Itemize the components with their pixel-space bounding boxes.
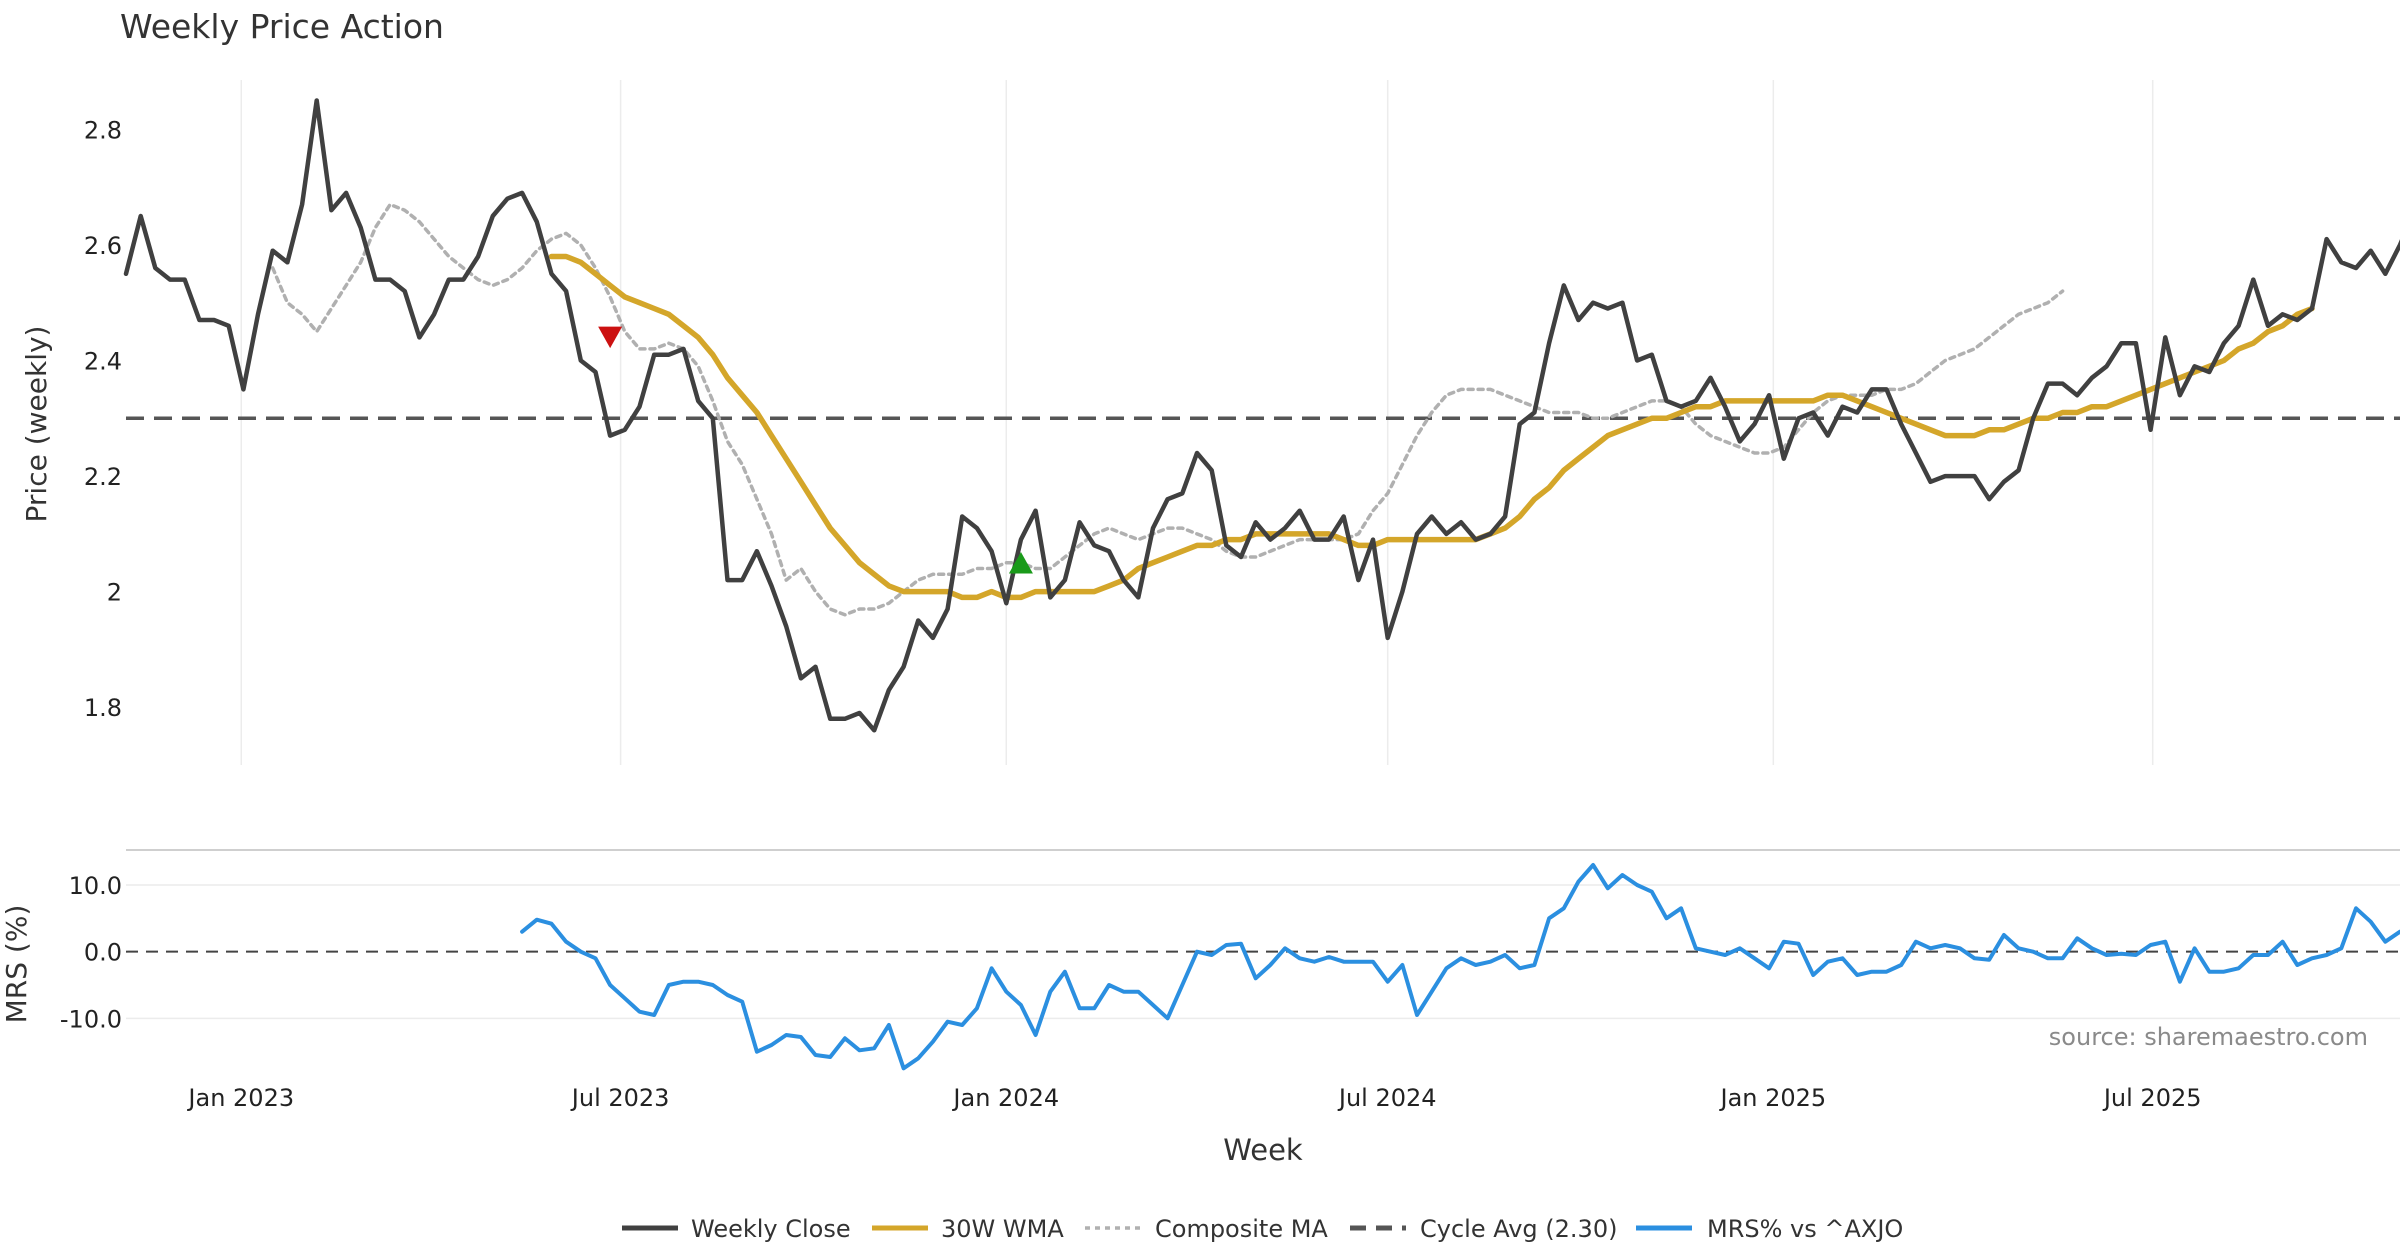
price-y-tick-label: 2.4: [84, 347, 122, 375]
price-y-axis-label: Price (weekly): [20, 326, 53, 523]
x-tick-label: Jan 2024: [951, 1084, 1059, 1112]
signal-marker-layer: [598, 326, 1033, 574]
mrs-line: [520, 863, 2400, 1071]
source-label: source: sharemaestro.com: [2049, 1023, 2368, 1051]
x-tick-layer: Jan 2023 Jul 2023 Jan 2024 Jul 2024 Jan 2025…: [186, 1084, 2201, 1112]
legend-label: MRS% vs ^AXJO: [1707, 1215, 1903, 1243]
price-y-tick-label: 2.6: [84, 232, 122, 260]
price-y-tick-label: 2: [107, 579, 122, 607]
legend: Weekly Close 30W WMA Composite MA Cycle Avg…: [622, 1215, 1903, 1243]
grid-layer: [126, 80, 2400, 1020]
mrs-y-tick-label: -10.0: [60, 1005, 122, 1033]
sell-signal-marker: [598, 326, 623, 349]
buy-signal-marker: [1008, 551, 1033, 574]
price-y-tick-label: 2.8: [84, 116, 122, 144]
chart-title: Weekly Price Action: [120, 7, 444, 46]
series-layer: [123, 98, 2400, 1071]
legend-label: 30W WMA: [941, 1215, 1064, 1243]
x-tick-label: Jul 2025: [2102, 1084, 2202, 1112]
weekly-close-line: [123, 98, 2400, 733]
x-axis-label: Week: [1223, 1133, 1303, 1167]
legend-label: Weekly Close: [691, 1215, 851, 1243]
price-y-tick-label: 1.8: [84, 694, 122, 722]
mrs-y-axis-label: MRS (%): [0, 905, 33, 1024]
composite-ma-line: [270, 202, 2065, 617]
wma-30w-line: [548, 253, 2315, 601]
price-y-tick-label: 2.2: [84, 463, 122, 491]
x-tick-label: Jul 2023: [570, 1084, 670, 1112]
mrs-y-tick-label: 0.0: [84, 939, 122, 967]
cycle-average-layer: [126, 416, 2400, 953]
legend-label: Cycle Avg (2.30): [1420, 1215, 1617, 1243]
legend-label: Composite MA: [1155, 1215, 1328, 1243]
mrs-y-tick-label: 10.0: [69, 872, 122, 900]
x-tick-label: Jan 2023: [186, 1084, 294, 1112]
x-tick-label: Jul 2024: [1337, 1084, 1437, 1112]
x-tick-label: Jan 2025: [1718, 1084, 1826, 1112]
y-tick-layer: 1.8 2 2.2 2.4 2.6 2.8 10.0 0.0 -10.0: [60, 116, 122, 1033]
